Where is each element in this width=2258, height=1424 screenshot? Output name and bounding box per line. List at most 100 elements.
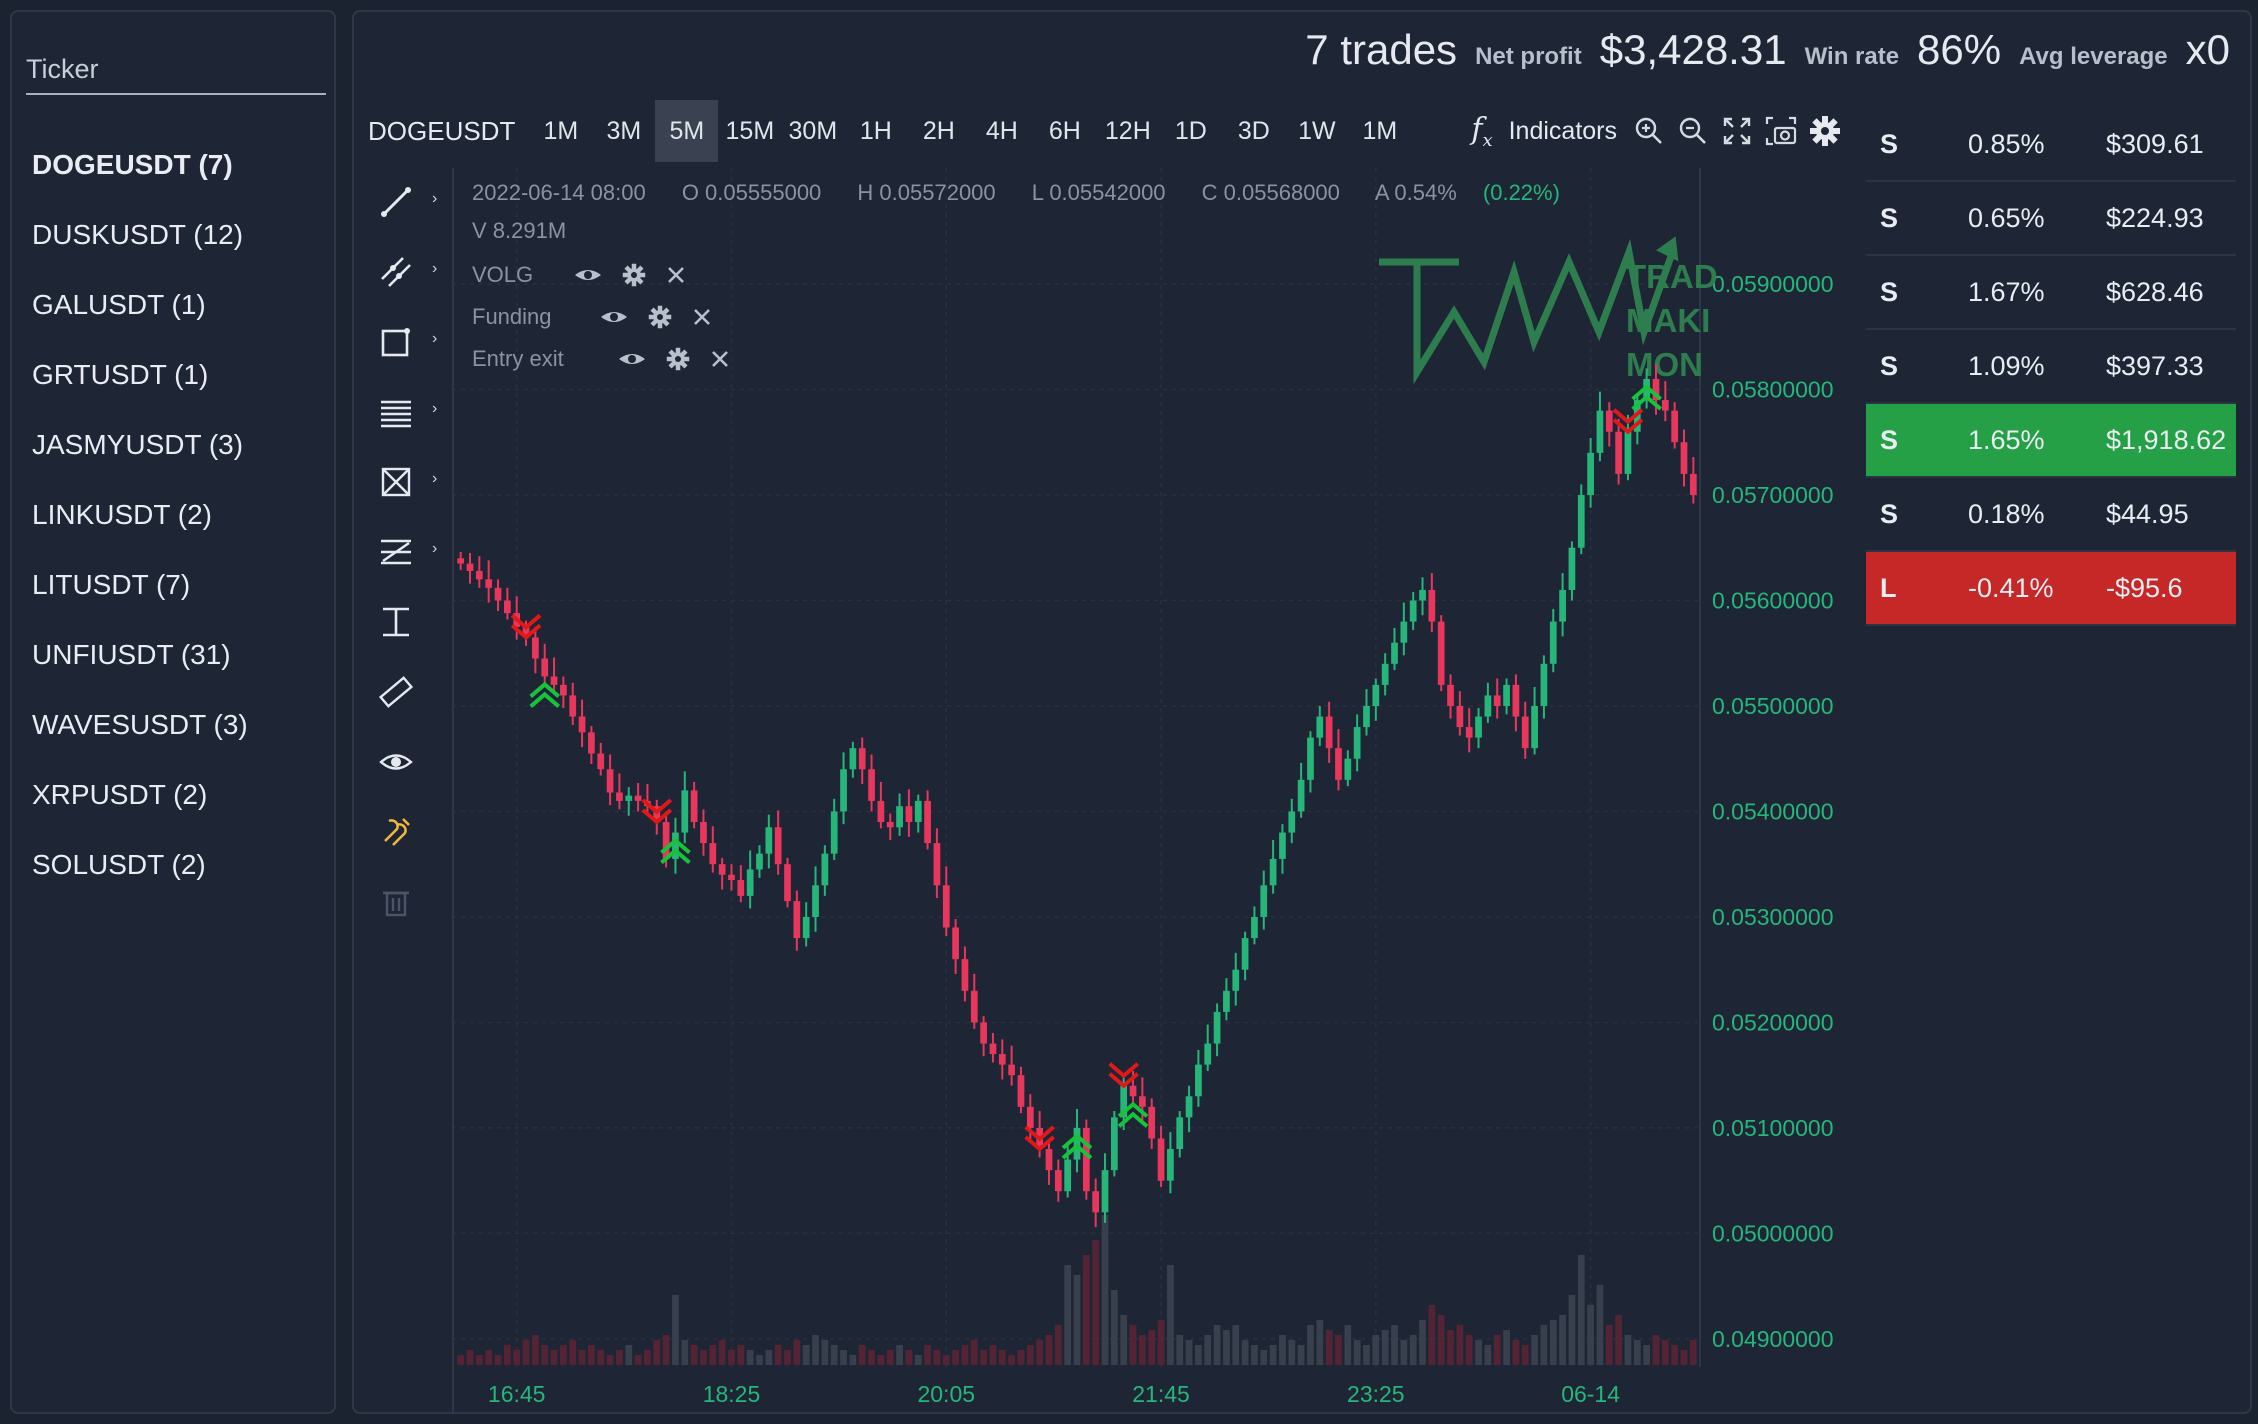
volume-bar <box>942 1355 950 1365</box>
timeframe-3m-button[interactable]: 3M <box>606 117 642 145</box>
candle <box>1045 1149 1053 1171</box>
candle <box>905 806 913 823</box>
rectangle-icon[interactable] <box>370 316 422 368</box>
trend-line-icon[interactable] <box>370 176 422 228</box>
candle <box>1587 452 1594 496</box>
ruler-icon[interactable] <box>370 666 422 718</box>
ticker-item[interactable]: UNFIUSDT (31) <box>32 639 231 670</box>
volume-bar <box>1195 1345 1202 1365</box>
indicators-button[interactable]: Indicators <box>1508 116 1617 145</box>
avg-leverage-value: x0 <box>2185 26 2230 73</box>
ticker-item[interactable]: GRTUSDT (1) <box>32 359 209 390</box>
settings-gear-icon[interactable] <box>1803 109 1847 153</box>
screenshot-icon[interactable] <box>1759 109 1803 153</box>
volume-bar <box>896 1345 903 1365</box>
candle <box>877 800 885 823</box>
legend-amplitude: A 0.54% <box>1374 180 1457 205</box>
timeframe-12h-button[interactable]: 12H <box>1104 117 1151 145</box>
candle <box>1540 663 1548 706</box>
tool-expand-arrow[interactable]: › <box>432 400 438 417</box>
trade-row[interactable]: L -0.41% -$95.6 <box>1866 552 2236 626</box>
ticker-item[interactable]: XRPUSDT (2) <box>32 779 208 810</box>
timeframe-4h-button[interactable]: 4H <box>985 117 1018 145</box>
candle <box>569 695 577 717</box>
trade-row[interactable]: S 0.65% $224.93 <box>1866 182 2236 256</box>
ticker-item[interactable]: JASMYUSDT (3) <box>32 429 244 460</box>
ticker-item[interactable]: DOGEUSDT (7) <box>32 149 233 180</box>
ticker-item[interactable]: LITUSDT (7) <box>32 569 191 600</box>
gear-icon[interactable] <box>666 347 690 371</box>
close-icon[interactable] <box>692 307 712 327</box>
legend-close: C 0.05568000 <box>1201 180 1340 205</box>
trade-row[interactable]: S 1.09% $397.33 <box>1866 330 2236 404</box>
candle <box>1344 758 1352 780</box>
timeframe-2h-button[interactable]: 2H <box>922 117 955 145</box>
gear-icon[interactable] <box>622 263 646 287</box>
trade-row[interactable]: S 0.85% $309.61 <box>1866 108 2236 182</box>
parallel-channel-icon[interactable] <box>370 246 422 298</box>
candle <box>840 769 847 812</box>
close-icon[interactable] <box>666 265 686 285</box>
magnet-icon[interactable] <box>370 806 422 858</box>
trade-percent: 0.65% <box>1968 202 2045 233</box>
eye-icon[interactable] <box>574 265 602 285</box>
symbol-label[interactable]: DOGEUSDT <box>368 115 516 146</box>
ticker-item[interactable]: WAVESUSDT (3) <box>32 709 248 740</box>
fx-icon[interactable]: fx <box>1471 111 1493 151</box>
tool-expand-arrow[interactable]: › <box>432 330 438 347</box>
candle <box>1185 1096 1193 1118</box>
tool-expand-arrow[interactable]: › <box>432 260 438 277</box>
timeframe-1w-button[interactable]: 1W <box>1298 117 1336 145</box>
timeframe-15m-button[interactable]: 15M <box>725 117 775 145</box>
pattern-icon[interactable] <box>370 456 422 508</box>
net-profit-label: Net profit <box>1475 43 1582 70</box>
gear-icon[interactable] <box>648 305 672 329</box>
trade-row[interactable]: S 0.18% $44.95 <box>1866 478 2236 552</box>
timeframe-30m-button[interactable]: 30M <box>788 117 838 145</box>
y-tick-label: 0.05700000 <box>1712 482 1834 508</box>
candle <box>522 626 530 638</box>
eye-icon[interactable] <box>600 307 628 327</box>
timeframe-3d-button[interactable]: 3D <box>1237 117 1270 145</box>
fib-icon[interactable] <box>370 526 422 578</box>
visibility-eye-icon[interactable] <box>370 736 422 788</box>
trade-row[interactable]: S 1.67% $628.46 <box>1866 256 2236 330</box>
candle <box>1465 727 1473 738</box>
candle <box>662 822 670 859</box>
volume-bar <box>1082 1255 1090 1365</box>
trade-row[interactable]: S 1.65% $1,918.62 <box>1866 404 2236 478</box>
ticker-item[interactable]: GALUSDT (1) <box>32 289 206 320</box>
tool-expand-arrow[interactable]: › <box>432 540 438 557</box>
volume-bar <box>877 1355 885 1365</box>
tool-expand-arrow[interactable]: › <box>432 190 438 207</box>
timeframe-6h-button[interactable]: 6H <box>1048 117 1081 145</box>
long-signal-marker <box>660 837 691 865</box>
fullscreen-icon[interactable] <box>1715 109 1759 153</box>
timeframe-1h-button[interactable]: 1H <box>859 117 892 145</box>
zoom-in-icon[interactable] <box>1627 109 1671 153</box>
candle <box>1652 378 1660 401</box>
x-tick-label: 21:45 <box>1132 1381 1190 1407</box>
tool-expand-arrow[interactable]: › <box>432 470 438 487</box>
eye-icon[interactable] <box>618 349 646 369</box>
candle <box>1363 705 1370 728</box>
candle <box>672 832 679 859</box>
horizontal-lines-icon[interactable] <box>370 386 422 438</box>
ticker-item[interactable]: DUSKUSDT (12) <box>32 219 244 250</box>
timeframe-1m-button[interactable]: 1M <box>543 117 579 145</box>
candle <box>1605 410 1613 432</box>
price-chart[interactable]: 0.05900000 0.05800000 0.05700000 0.05600000… <box>354 12 1854 1414</box>
ticker-search-input[interactable]: Ticker <box>26 54 326 95</box>
measure-icon[interactable] <box>370 596 422 648</box>
timeframe-1m-button[interactable]: 1M <box>1362 117 1398 145</box>
ticker-item[interactable]: LINKUSDT (2) <box>32 499 212 530</box>
ticker-item[interactable]: SOLUSDT (2) <box>32 849 206 880</box>
timeframe-1d-button[interactable]: 1D <box>1174 117 1207 145</box>
candle <box>1288 811 1296 833</box>
candle <box>1279 832 1286 859</box>
timeframe-5m-button[interactable]: 5M <box>655 100 719 162</box>
trash-icon[interactable] <box>370 876 422 928</box>
volume-bar <box>1587 1305 1594 1365</box>
close-icon[interactable] <box>710 349 730 369</box>
zoom-out-icon[interactable] <box>1671 109 1715 153</box>
